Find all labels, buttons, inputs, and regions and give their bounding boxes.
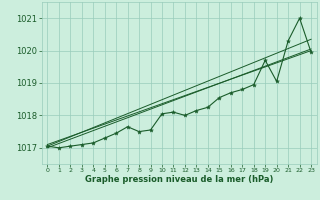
X-axis label: Graphe pression niveau de la mer (hPa): Graphe pression niveau de la mer (hPa) — [85, 175, 273, 184]
